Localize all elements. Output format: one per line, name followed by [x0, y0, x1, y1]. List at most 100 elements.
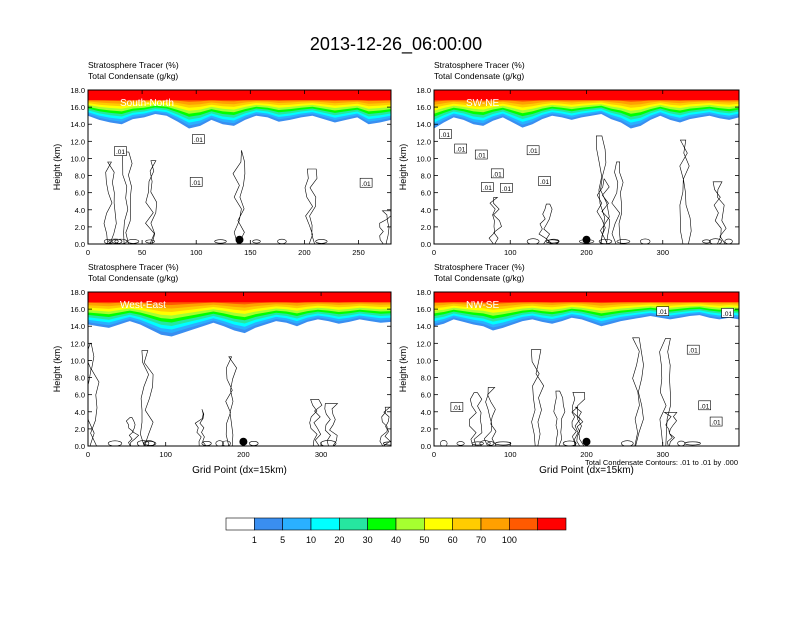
contour-blob	[215, 440, 224, 446]
contour-label-text: .01	[502, 186, 511, 193]
contour-line	[225, 356, 237, 446]
plot-frame	[87, 89, 392, 245]
x-tick-label: 0	[86, 248, 90, 257]
contour-label-text: .01	[540, 179, 549, 186]
colorbar-swatch	[537, 517, 567, 531]
x-tick-label: 0	[432, 450, 436, 459]
contour-line	[88, 343, 100, 446]
contour-blob	[494, 441, 512, 446]
contour-blob	[471, 441, 484, 446]
contour-label-text: .01	[700, 403, 709, 410]
colorbar-swatch	[480, 517, 510, 531]
y-tick-label: 10.0	[416, 154, 431, 163]
y-tick-label: 8.0	[75, 374, 85, 383]
contour-blob	[145, 239, 155, 244]
colorbar-label: 50	[419, 535, 429, 545]
contour-blob	[103, 239, 112, 244]
tracer-band-top	[88, 292, 391, 303]
y-tick-label: 0.0	[421, 442, 431, 451]
contour-label: .01	[698, 400, 711, 410]
panel-title-line1: Stratosphere Tracer (%)	[434, 262, 525, 272]
contour-label-text: .01	[441, 132, 450, 139]
contour-line	[572, 392, 586, 446]
y-tick-label: 4.0	[421, 408, 431, 417]
y-tick-label: 18.0	[416, 288, 431, 297]
tracer-band-top	[434, 90, 739, 101]
contour-label-text: .01	[483, 185, 492, 192]
y-tick-label: 2.0	[421, 223, 431, 232]
panel-sw-ne: .01.01.01.01.01.01.01.01SW-NEStratospher…	[398, 60, 740, 257]
y-tick-label: 6.0	[421, 391, 431, 400]
contour-label: .01	[686, 344, 700, 355]
contour-label-text: .01	[712, 420, 721, 427]
colorbar-swatch	[424, 517, 453, 531]
contour-line	[632, 337, 644, 446]
colorbar-swatch	[225, 517, 255, 531]
figure-title: 2013-12-26_06:00:00	[310, 34, 482, 55]
panel-title-line1: Stratosphere Tracer (%)	[88, 262, 179, 272]
contour-blob	[144, 441, 157, 446]
panel-west-east: West-East Stratosphere Tracer (%)Total Co…	[52, 262, 392, 476]
panel-title-line2: Total Condensate (g/kg)	[88, 273, 178, 283]
contour-label-text: .01	[192, 180, 201, 187]
colorbar-label: 1	[252, 535, 257, 545]
contour-line	[324, 403, 339, 446]
y-axis-label: Height (km)	[52, 346, 62, 393]
y-tick-label: 12.0	[70, 339, 85, 348]
contour-blob	[214, 239, 227, 244]
contour-label-text: .01	[194, 137, 203, 144]
contour-label: .01	[192, 134, 205, 144]
panel-title-line2: Total Condensate (g/kg)	[434, 71, 524, 81]
contour-line	[309, 399, 323, 446]
contour-blob	[439, 440, 448, 446]
y-tick-label: 14.0	[70, 120, 85, 129]
location-marker	[582, 235, 591, 244]
contour-blob	[545, 239, 559, 244]
contour-label: .01	[114, 146, 127, 156]
colorbar-label: 60	[448, 535, 458, 545]
tracer-band-top	[88, 90, 391, 101]
x-axis-label: Grid Point (dx=15km)	[192, 465, 287, 476]
y-axis-label: Height (km)	[398, 144, 408, 191]
y-tick-label: 8.0	[75, 172, 85, 181]
y-tick-label: 0.0	[421, 240, 431, 249]
y-axis-label: Height (km)	[398, 346, 408, 393]
contour-line	[304, 168, 318, 244]
y-tick-label: 14.0	[416, 322, 431, 331]
x-tick-label: 300	[656, 450, 669, 459]
contour-label: .01	[189, 177, 203, 187]
contour-label: .01	[526, 145, 540, 155]
contour-label: .01	[359, 177, 373, 188]
y-tick-label: 6.0	[75, 189, 85, 198]
contour-label-text: .01	[362, 181, 371, 188]
y-tick-label: 12.0	[416, 339, 431, 348]
contour-line	[103, 161, 117, 244]
contour-line	[538, 203, 553, 244]
contour-line	[659, 338, 671, 446]
contour-line	[679, 139, 692, 244]
contour-line	[611, 161, 624, 244]
contour-label: .01	[656, 306, 670, 316]
y-tick-label: 14.0	[70, 322, 85, 331]
panel-title-line2: Total Condensate (g/kg)	[434, 273, 524, 283]
condensate-contours	[439, 337, 701, 446]
y-tick-label: 12.0	[416, 137, 431, 146]
x-tick-label: 100	[190, 248, 203, 257]
contour-blob	[709, 238, 722, 244]
y-tick-label: 2.0	[75, 223, 85, 232]
contour-line	[571, 406, 584, 446]
y-tick-label: 6.0	[421, 189, 431, 198]
y-tick-label: 4.0	[421, 206, 431, 215]
contour-line	[530, 349, 545, 446]
x-tick-label: 100	[504, 450, 517, 459]
contour-line	[145, 160, 158, 244]
panel-title-line1: Stratosphere Tracer (%)	[434, 60, 525, 70]
panel-nw-se: .01 .01 .01 .01 .01 .01 NW-SE Stratosphere Trac…	[398, 262, 740, 476]
y-tick-label: 2.0	[75, 425, 85, 434]
x-tick-label: 200	[298, 248, 311, 257]
contour-line	[379, 406, 391, 446]
colorbar-swatch	[509, 517, 538, 531]
panel-label: West-East	[120, 300, 166, 311]
